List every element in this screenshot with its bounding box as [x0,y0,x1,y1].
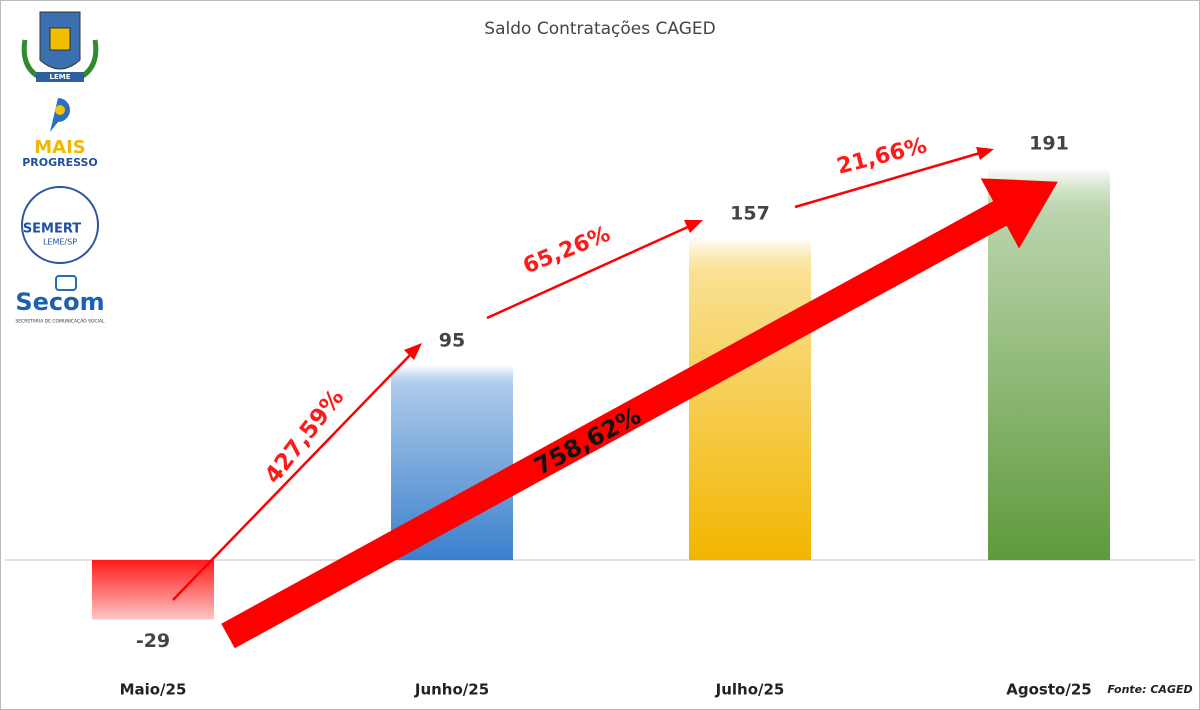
logo-semert: SEMERT LEME/SP [21,186,99,264]
value-label: 95 [439,330,465,352]
value-label: -29 [136,630,170,652]
logo-text: SEMERT [23,222,81,237]
bar [689,237,811,561]
value-label: 191 [1029,133,1069,155]
bar [92,560,214,620]
arrows [172,147,1058,649]
x-tick-label: Julho/25 [715,681,785,699]
chart-title: Saldo Contratações CAGED [484,19,715,39]
logo-coat: LEME [21,11,99,83]
logo-text: PROGRESSO [22,156,98,169]
logo-text: LEME/SP [43,238,77,247]
x-tick-label: Maio/25 [120,681,187,699]
value-label: 157 [730,202,770,224]
x-tick-label: Agosto/25 [1006,681,1091,699]
logo-text: MAIS [34,137,86,158]
source: Fonte: CAGED [1107,683,1192,696]
logo-text: LEME [50,73,71,81]
logo-text: SECRETARIA DE COMUNICAÇÃO SOCIAL [15,318,105,325]
bar [988,168,1110,560]
x-tick-label: Junho/25 [414,681,489,699]
logo-text: Secom [15,288,104,316]
logo-secom: Secom SECRETARIA DE COMUNICAÇÃO SOCIAL [15,275,105,325]
logo-mais: MAIS PROGRESSO [22,98,98,169]
